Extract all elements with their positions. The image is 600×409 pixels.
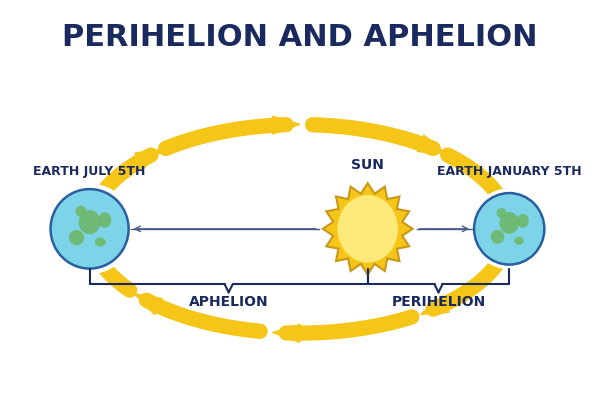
Circle shape — [474, 193, 544, 265]
Polygon shape — [323, 184, 413, 275]
Circle shape — [321, 182, 415, 277]
Text: APHELION: APHELION — [189, 294, 268, 309]
Ellipse shape — [514, 237, 524, 245]
Polygon shape — [134, 294, 163, 315]
Ellipse shape — [95, 238, 106, 247]
Text: EARTH JANUARY 5TH: EARTH JANUARY 5TH — [437, 165, 581, 178]
Circle shape — [470, 190, 548, 269]
Polygon shape — [272, 325, 300, 342]
Circle shape — [50, 190, 128, 269]
Ellipse shape — [517, 214, 529, 228]
Text: PERIHELION: PERIHELION — [391, 294, 485, 309]
Ellipse shape — [98, 213, 111, 228]
Text: SUN: SUN — [351, 158, 384, 172]
Ellipse shape — [337, 196, 398, 263]
Ellipse shape — [497, 209, 506, 218]
Ellipse shape — [69, 230, 84, 246]
Polygon shape — [417, 136, 446, 154]
Polygon shape — [494, 197, 511, 226]
Text: PERIHELION AND APHELION: PERIHELION AND APHELION — [62, 23, 537, 52]
Ellipse shape — [491, 230, 505, 244]
Polygon shape — [421, 296, 449, 315]
Text: EARTH JULY 5TH: EARTH JULY 5TH — [34, 165, 146, 178]
Ellipse shape — [499, 212, 519, 234]
Circle shape — [46, 185, 134, 274]
Polygon shape — [272, 117, 300, 135]
Ellipse shape — [76, 206, 86, 217]
Polygon shape — [81, 216, 98, 243]
Ellipse shape — [79, 211, 100, 235]
Polygon shape — [135, 150, 163, 170]
